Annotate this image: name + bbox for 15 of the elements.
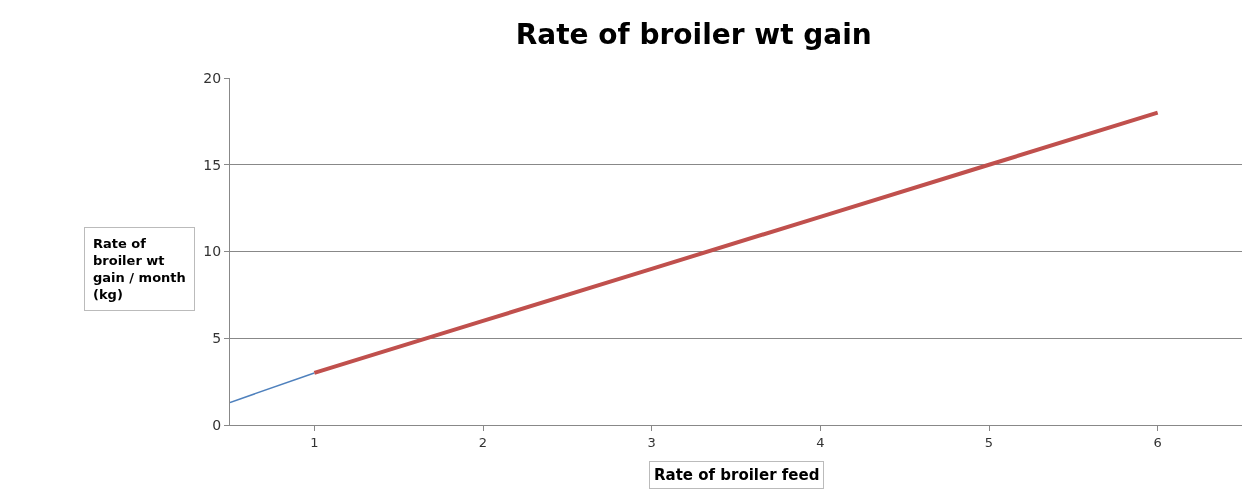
- line-series: [312, 110, 1160, 375]
- x-axis-title: Rate of broiler feed: [654, 466, 820, 484]
- x-tick-label: 4: [816, 434, 825, 450]
- y-axis-title: Rate of broiler wt gain / month (kg): [93, 236, 186, 302]
- y-tick-label: 5: [212, 330, 222, 347]
- x-tick-label: 3: [647, 434, 656, 450]
- y-tick-label: 20: [203, 69, 222, 86]
- chart-title: Rate of broiler wt gain: [515, 18, 872, 52]
- x-tick-label: 5: [984, 434, 994, 450]
- x-tick-label: 6: [1153, 434, 1162, 450]
- y-tick-label: 10: [203, 243, 222, 260]
- x-tick-label: 1: [310, 434, 319, 450]
- y-tick-label: 0: [212, 416, 222, 433]
- x-tick-label: 2: [478, 434, 488, 450]
- y-tick-label: 15: [203, 156, 222, 173]
